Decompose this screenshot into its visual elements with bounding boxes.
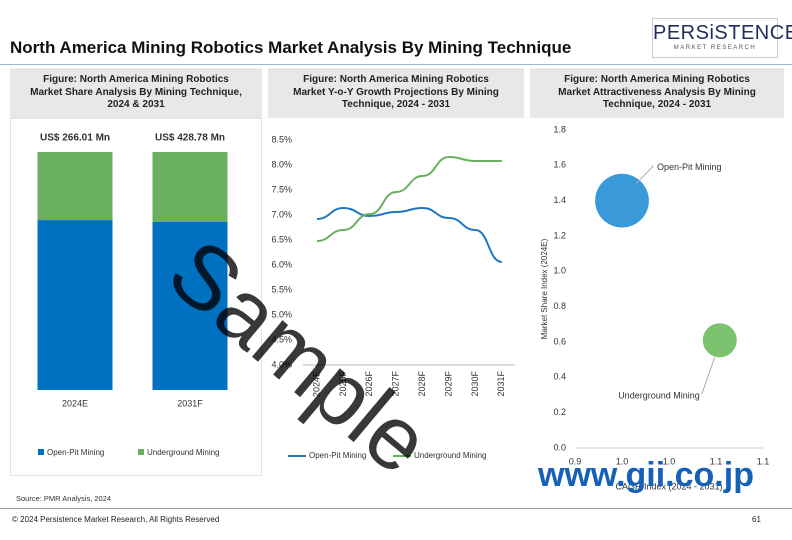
x-tick-label: 2025F (338, 371, 348, 397)
y-axis-label: Market Share Index (2024E) (540, 238, 549, 339)
bubble-label: Open-Pit Mining (657, 162, 722, 172)
y-tick-label: 4.0% (271, 359, 292, 369)
slide-title: North America Mining Robotics Market Ana… (10, 38, 572, 57)
y-tick-label: 6.0% (271, 259, 292, 269)
bubble (702, 323, 737, 358)
bar-segment (152, 221, 228, 390)
panel-title: Figure: North America Mining Robotics Ma… (530, 68, 784, 118)
logo: PERSiSTENCE MARKET RESEARCH (652, 18, 792, 58)
x-tick-label: 0.9 (569, 456, 582, 466)
bar-segment (37, 152, 113, 221)
x-tick-label: 1.0 (663, 456, 676, 466)
x-tick-label: 2031F (177, 398, 203, 408)
panel-title: Figure: North America Mining Robotics Ma… (10, 68, 262, 118)
y-tick-label: 1.2 (553, 230, 566, 240)
y-tick-label: 4.5% (271, 334, 292, 344)
footer-rule (0, 508, 792, 509)
total-label: US$ 266.01 Mn (40, 133, 110, 144)
y-tick-label: 0.0 (553, 442, 566, 452)
legend-label: Open-Pit Mining (309, 451, 366, 460)
y-tick-label: 1.0 (553, 266, 566, 276)
y-tick-label: 0.8 (553, 301, 566, 311)
y-tick-label: 5.5% (271, 284, 292, 294)
y-tick-label: 8.0% (271, 159, 292, 169)
legend-swatch (138, 449, 144, 455)
bubble-label: Underground Mining (618, 391, 700, 401)
watermark-site: www.gii.co.jp (538, 456, 754, 494)
leader-line (635, 165, 654, 185)
bubble (595, 173, 649, 228)
total-label: US$ 428.78 Mn (155, 133, 225, 144)
series-line (316, 206, 503, 263)
x-tick-label: 2026F (364, 371, 374, 397)
x-tick-label: 2024E (62, 398, 88, 408)
legend-swatch (38, 449, 44, 455)
source: Source: PMR Analysis, 2024 (16, 494, 112, 503)
bar-segment (37, 220, 113, 390)
panel-frame (10, 118, 262, 476)
copyright: © 2024 Persistence Market Research, All … (12, 515, 220, 524)
y-tick-label: 8.5% (271, 134, 292, 144)
y-tick-label: 7.0% (271, 209, 292, 219)
logo-name: PERSiSTENCE (653, 22, 792, 44)
x-tick-label: 2027F (391, 371, 401, 397)
y-tick-label: 5.0% (271, 309, 292, 319)
y-tick-label: 1.6 (553, 160, 566, 170)
x-tick-label: 2031F (496, 371, 506, 397)
title-rule (0, 64, 792, 65)
page-number: 61 (752, 515, 761, 524)
x-tick-label: 2029F (443, 371, 453, 397)
x-tick-label: 2030F (470, 371, 480, 397)
y-tick-label: 7.5% (271, 184, 292, 194)
x-tick-label: 1.1 (757, 456, 770, 466)
legend-label: Underground Mining (147, 448, 220, 457)
panel-title: Figure: North America Mining Robotics Ma… (268, 68, 524, 118)
series-line (316, 155, 502, 242)
x-axis-label: CAGR Index (2024 - 2031) (615, 481, 722, 491)
x-tick-label: 2024E (311, 371, 321, 397)
leader-line (701, 357, 716, 395)
y-tick-label: 6.5% (271, 234, 292, 244)
y-tick-label: 1.4 (553, 195, 566, 205)
y-tick-label: 0.6 (553, 336, 566, 346)
x-tick-label: 1.1 (710, 456, 723, 466)
bar-segment (152, 152, 228, 222)
y-tick-label: 1.8 (553, 124, 566, 134)
y-tick-label: 0.4 (553, 372, 566, 382)
logo-tagline: MARKET RESEARCH (673, 45, 757, 51)
legend-label: Open-Pit Mining (47, 448, 104, 457)
x-tick-label: 2028F (417, 371, 427, 397)
legend-label: Underground Mining (414, 451, 487, 460)
x-tick-label: 1.0 (616, 456, 629, 466)
y-tick-label: 0.2 (553, 407, 566, 417)
